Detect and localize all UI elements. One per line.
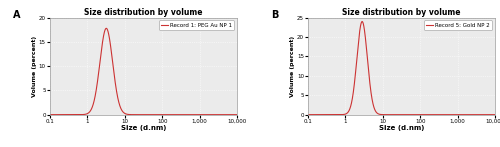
- X-axis label: Size (d.nm): Size (d.nm): [379, 125, 424, 131]
- Text: A: A: [12, 10, 20, 20]
- Y-axis label: Volume (percent): Volume (percent): [32, 36, 38, 97]
- Y-axis label: Volume (percent): Volume (percent): [290, 36, 296, 97]
- Text: B: B: [270, 10, 278, 20]
- Legend: Record 5: Gold NP 2: Record 5: Gold NP 2: [424, 20, 492, 30]
- X-axis label: Size (d.nm): Size (d.nm): [121, 125, 166, 131]
- Title: Size distribution by volume: Size distribution by volume: [84, 8, 202, 17]
- Legend: Record 1: PEG Au NP 1: Record 1: PEG Au NP 1: [159, 20, 234, 30]
- Title: Size distribution by volume: Size distribution by volume: [342, 8, 461, 17]
